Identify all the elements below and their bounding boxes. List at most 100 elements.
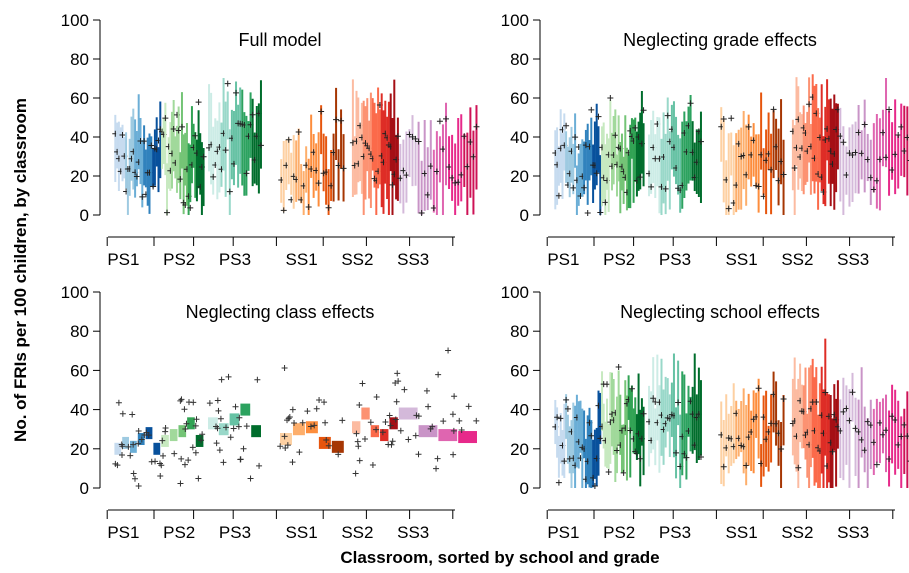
observation-cross	[563, 396, 570, 403]
observation-cross	[901, 147, 908, 154]
observation-cross	[895, 131, 902, 138]
observation-cross	[114, 462, 121, 469]
school-block	[240, 403, 251, 416]
y-tick-label: 0	[80, 479, 89, 498]
school-block	[398, 407, 418, 420]
observation-cross	[214, 397, 221, 404]
school-block	[361, 407, 370, 420]
observation-cross	[316, 396, 323, 403]
observation-cross	[720, 463, 727, 470]
observation-cross	[588, 106, 595, 113]
observation-cross	[852, 425, 859, 432]
observation-cross	[467, 138, 474, 145]
observation-cross	[286, 414, 293, 421]
x-tick-label: SS3	[397, 250, 429, 269]
observation-cross	[118, 441, 125, 448]
y-axis-label: No. of FRIs per 100 children, by classro…	[11, 98, 30, 442]
observation-cross	[449, 174, 456, 181]
school-block	[218, 423, 229, 436]
x-tick-label: SS2	[341, 250, 373, 269]
observation-cross	[555, 479, 562, 486]
observation-cross	[193, 416, 200, 423]
x-axis-label: Classroom, sorted by school and grade	[340, 548, 659, 567]
observation-cross	[640, 410, 647, 417]
observation-cross	[236, 414, 243, 421]
school-block	[195, 434, 204, 447]
observation-cross	[187, 204, 194, 211]
y-tick-label: 80	[510, 322, 529, 341]
observation-cross	[189, 444, 196, 451]
observation-cross	[879, 431, 886, 438]
observation-cross	[855, 428, 862, 435]
observation-cross	[415, 451, 422, 458]
observation-cross	[632, 124, 639, 131]
observation-cross	[119, 410, 126, 417]
observation-cross	[318, 108, 325, 115]
school-block	[352, 421, 361, 434]
y-tick-label: 0	[520, 206, 529, 225]
observation-cross	[354, 438, 361, 445]
y-tick-label: 40	[510, 128, 529, 147]
observation-cross	[321, 399, 328, 406]
observation-cross	[361, 436, 368, 443]
observation-cross	[450, 451, 457, 458]
observation-cross	[170, 125, 177, 132]
observation-cross	[640, 107, 647, 114]
observation-cross	[458, 426, 465, 433]
school-block	[114, 442, 122, 455]
observation-cross	[387, 422, 394, 429]
observation-cross	[433, 168, 440, 175]
observation-cross	[389, 438, 396, 445]
observation-cross	[281, 364, 288, 371]
observation-cross	[192, 132, 199, 139]
observation-cross	[227, 434, 234, 441]
observation-cross	[904, 433, 909, 440]
observation-cross	[393, 398, 400, 405]
observation-cross	[389, 181, 396, 188]
observation-cross	[843, 172, 850, 179]
observation-cross	[564, 405, 571, 412]
school-block	[122, 436, 129, 449]
observation-cross	[864, 418, 871, 425]
y-tick-label: 20	[70, 440, 89, 459]
observation-cross	[175, 127, 182, 134]
observation-cross	[237, 456, 244, 463]
observation-cross	[873, 461, 880, 468]
school-block	[370, 425, 380, 438]
observation-cross	[849, 389, 856, 396]
observation-cross	[449, 411, 456, 418]
panel-title: Neglecting grade effects	[623, 30, 817, 50]
observation-cross	[162, 115, 169, 122]
chart-panel-2: 0 20 40 60 80 100 PS1 PS2 PS3 SS1 SS2 SS3 Neglecting…	[501, 11, 909, 269]
observation-cross	[446, 164, 453, 171]
observation-cross	[883, 154, 890, 161]
observation-cross	[397, 427, 404, 434]
observation-cross	[434, 455, 441, 462]
observation-cross	[840, 408, 847, 415]
observation-cross	[612, 132, 619, 139]
observation-cross	[200, 153, 207, 160]
observation-cross	[405, 436, 412, 443]
observation-cross	[861, 447, 868, 454]
observation-cross	[895, 441, 902, 448]
observation-cross	[218, 376, 225, 383]
observation-cross	[607, 94, 614, 101]
observation-cross	[465, 403, 472, 410]
school-block	[280, 433, 292, 445]
observation-cross	[148, 142, 155, 149]
x-tick-label: PS2	[163, 250, 195, 269]
observation-cross	[235, 423, 242, 430]
observation-cross	[182, 426, 189, 433]
observation-cross	[157, 472, 164, 479]
observation-cross	[673, 449, 680, 456]
y-tick-label: 100	[61, 283, 89, 302]
observation-cross	[451, 393, 458, 400]
observation-cross	[305, 204, 312, 211]
observation-cross	[846, 417, 853, 424]
observation-cross	[889, 413, 896, 420]
school-block	[251, 425, 261, 438]
school-block	[389, 417, 398, 430]
observation-cross	[125, 443, 132, 450]
y-tick-label: 20	[510, 167, 529, 186]
observation-cross	[429, 423, 436, 430]
